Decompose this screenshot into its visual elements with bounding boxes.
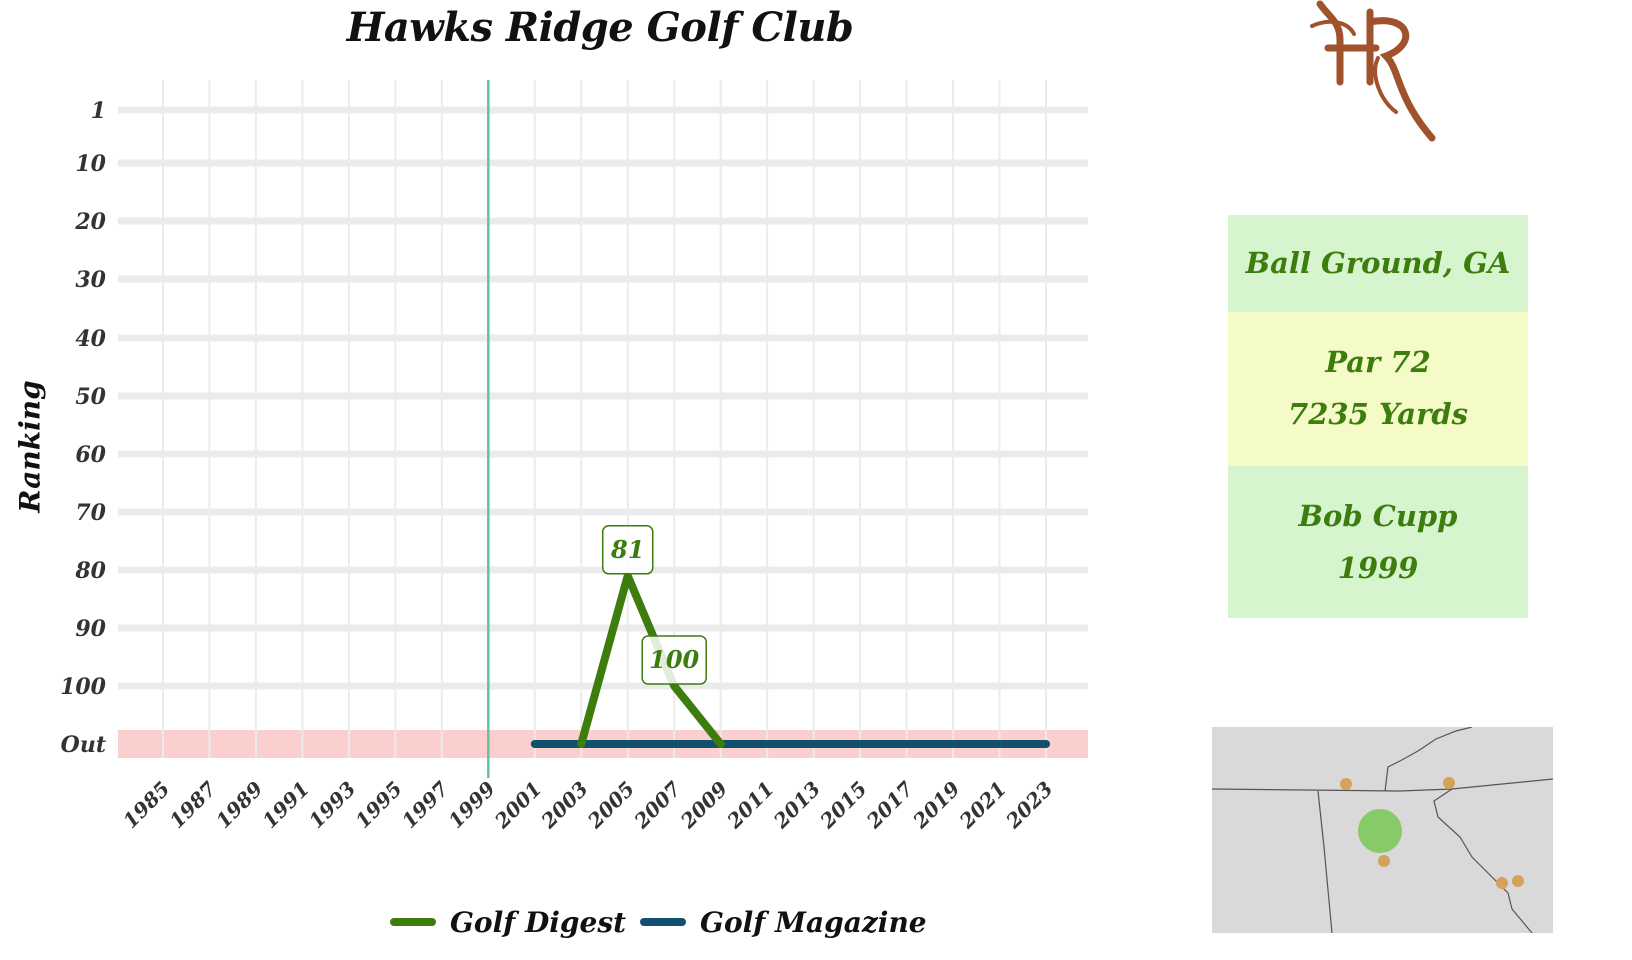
nearby-course-dot — [1512, 875, 1524, 887]
y-tick-label: 40 — [75, 326, 106, 352]
data-labels: 81 100 — [601, 525, 707, 685]
chart-title: Hawks Ridge Golf Club — [346, 4, 854, 51]
x-tick-label: 1999 — [444, 777, 500, 833]
y-tick-label: 50 — [75, 384, 106, 410]
par-yards-box: Par 72 7235 Yards — [1228, 312, 1528, 466]
data-label: 100 — [649, 645, 699, 674]
y-axis-ticks: 1 10 20 30 40 50 60 70 80 90 100 Out — [60, 98, 107, 758]
yards-text: 7235 Yards — [1288, 397, 1468, 431]
logo-text: HR — [1300, 0, 1302, 1]
legend-item-golf-magazine: Golf Magazine — [640, 906, 927, 939]
x-tick-label: 2015 — [815, 777, 872, 834]
par-text: Par 72 — [1325, 345, 1431, 379]
x-tick-label: 1991 — [258, 777, 314, 833]
data-label-box — [601, 525, 654, 575]
x-tick-label: 2007 — [629, 777, 686, 834]
nearby-course-dot — [1340, 778, 1352, 790]
y-tick-label: 10 — [75, 151, 106, 177]
x-tick-label: 2013 — [768, 777, 825, 834]
y-tick-label: 70 — [75, 500, 106, 526]
x-tick-label: 2003 — [536, 777, 593, 834]
x-tick-label: 2005 — [582, 777, 639, 834]
hr-monogram-logo: HR — [1300, 0, 1440, 145]
y-tick-label: 100 — [60, 674, 107, 700]
architect-box: Bob Cupp 1999 — [1228, 466, 1528, 618]
y-tick-label: 1 — [91, 98, 106, 124]
legend: Golf Digest Golf Magazine — [390, 900, 927, 944]
x-tick-label: 1993 — [304, 777, 360, 833]
y-tick-label: 90 — [75, 616, 106, 642]
series — [530, 571, 1050, 748]
nearby-course-dot — [1378, 855, 1390, 867]
legend-swatch-golf-magazine — [640, 918, 687, 926]
y-tick-label: 30 — [75, 267, 106, 293]
nearby-course-dot — [1496, 877, 1508, 889]
course-location-dot — [1358, 809, 1402, 853]
location-text: Ball Ground, GA — [1245, 246, 1511, 280]
data-label-box — [641, 635, 707, 685]
x-tick-label: 1989 — [211, 777, 267, 833]
architect-text: Bob Cupp — [1298, 499, 1458, 533]
x-tick-label: 1997 — [397, 777, 453, 833]
x-tick-label: 2023 — [1000, 777, 1057, 834]
location-box: Ball Ground, GA — [1228, 215, 1528, 312]
year-text: 1999 — [1337, 551, 1419, 585]
nearby-course-dot — [1443, 777, 1455, 789]
legend-label-golf-digest: Golf Digest — [450, 905, 627, 939]
x-tick-label: 2009 — [675, 777, 732, 834]
data-label: 81 — [610, 535, 644, 564]
course-location-map — [1212, 727, 1553, 933]
x-tick-label: 2019 — [908, 777, 965, 834]
x-tick-label: 2001 — [489, 777, 546, 834]
y-tick-label: 80 — [74, 558, 106, 584]
y-tick-label: 20 — [74, 209, 106, 235]
x-tick-label: 2017 — [861, 777, 918, 834]
x-axis-ticks: 1985198719891991199319951997199920012003… — [118, 777, 1057, 834]
ranking-chart: 81 100 1 10 20 30 40 50 60 70 80 90 100 Out 19851987… — [60, 80, 1088, 834]
x-tick-label: 1985 — [118, 777, 174, 833]
x-tick-label: 1995 — [351, 777, 407, 833]
legend-item-golf-digest: Golf Digest — [390, 906, 626, 939]
series-line-golf-digest — [577, 571, 725, 748]
x-tick-label: 2021 — [954, 777, 1011, 834]
y-tick-label: 60 — [75, 442, 106, 468]
x-tick-label: 1987 — [165, 777, 221, 833]
legend-label-golf-magazine: Golf Magazine — [700, 905, 927, 939]
legend-swatch-golf-digest — [390, 918, 436, 926]
y-tick-label: Out — [61, 732, 106, 758]
x-tick-label: 2011 — [722, 777, 779, 834]
